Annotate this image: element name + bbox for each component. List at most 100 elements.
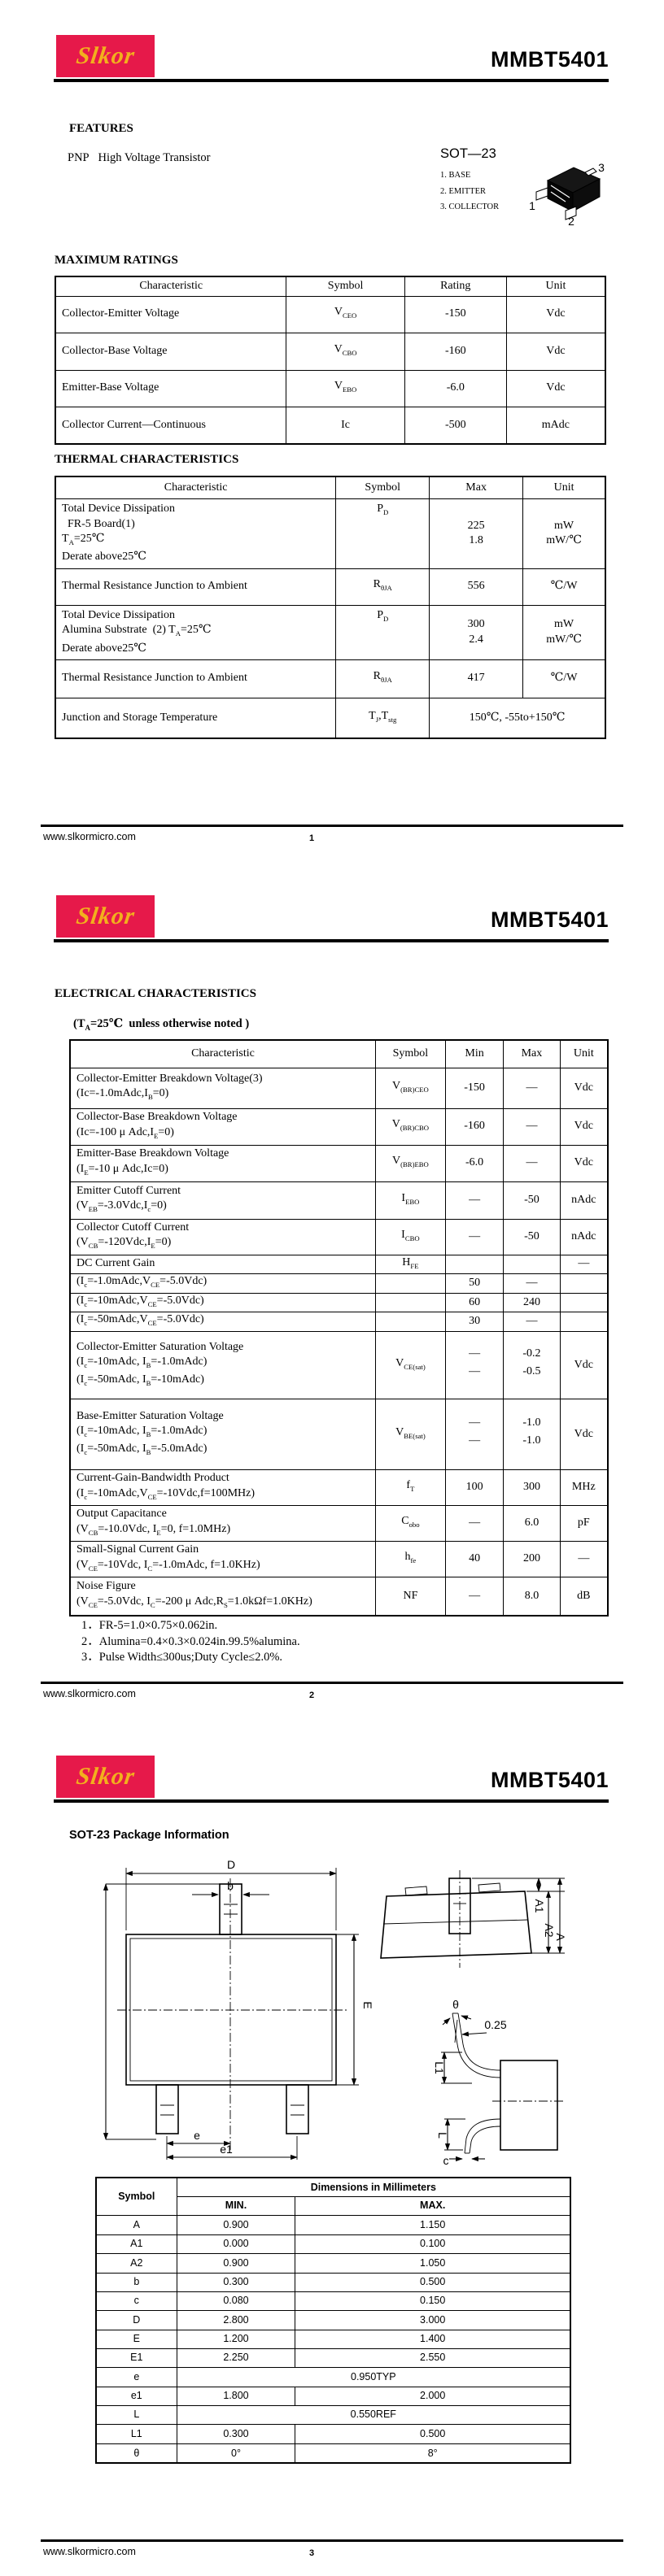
table-cell: A1 (95, 2234, 177, 2254)
table-row: Collector-Base Voltage VCBO -160 Vdc (55, 332, 606, 371)
table-row: A 0.900 1.150 (95, 2214, 571, 2235)
table-cell: (Ic=-50mAdc,VCE=-5.0Vdc) (69, 1312, 376, 1333)
table-cell: RθJA (335, 568, 430, 606)
table-cell: 0.100 (295, 2234, 571, 2254)
table-cell: — (444, 1505, 505, 1543)
table-cell: Symbol (286, 276, 405, 297)
part-number: MMBT5401 (490, 1768, 609, 1792)
table-cell: 50 (444, 1273, 505, 1294)
table-cell: RθJA (335, 659, 430, 698)
dim-label-A: A (554, 1933, 567, 1941)
table-cell: 0.950TYP (176, 2366, 571, 2387)
package-name: SOT—23 (440, 146, 496, 161)
table-cell (559, 1292, 609, 1313)
table-cell: E (95, 2329, 177, 2349)
table-cell: MHz (559, 1469, 609, 1507)
table-cell: ℃/W (522, 568, 606, 606)
table-row: Junction and Storage Temperature TJ,Tstg 1… (55, 697, 606, 739)
thermal-characteristics-table: Characteristic Symbol Max Unit Total Device … (55, 476, 606, 739)
part-number: MMBT5401 (490, 47, 609, 72)
table-cell: -150 (404, 295, 507, 333)
table-cell: 0.300 (176, 2423, 296, 2444)
features-title: FEATURES (69, 122, 133, 135)
table-cell (444, 1254, 505, 1274)
table-cell: Characteristic (69, 1039, 376, 1068)
table-cell: Vdc (559, 1067, 609, 1109)
table-cell: mW mW/℃ (522, 604, 606, 660)
table-row: e 0.950TYP (95, 2366, 571, 2387)
table-row: Emitter-Base Breakdown Voltage (IE=-10 μ … (69, 1144, 609, 1182)
table-cell: Collector-Emitter Breakdown Voltage(3) (I… (69, 1067, 376, 1109)
slkor-logo: Slkor (56, 1756, 155, 1798)
table-cell: 1.050 (295, 2252, 571, 2274)
slkor-logo-text: Slkor (74, 1763, 137, 1790)
table-cell: MAX. (295, 2195, 571, 2216)
table-cell: Total Device Dissipation Alumina Substrat… (55, 604, 337, 660)
dim-label-A1: A1 (533, 1899, 546, 1912)
table-cell: ICBO (374, 1218, 446, 1255)
table-cell: dB (559, 1577, 609, 1617)
table-cell: mAdc (505, 406, 606, 445)
table-cell (374, 1273, 446, 1294)
table-cell: 0.000 (176, 2234, 296, 2254)
table-row: Symbol Dimensions in Millimeters (95, 2177, 571, 2216)
footer-rule (41, 1682, 623, 1684)
table-cell: — (503, 1107, 561, 1146)
table-cell: -0.2 -0.5 (503, 1331, 561, 1400)
table-cell: Vdc (505, 369, 606, 407)
table-row: Emitter Cutoff Current (VEB=-3.0Vdc,Ic=0)… (69, 1181, 609, 1220)
table-cell: Unit (522, 476, 606, 499)
pin-3-label: 3. COLLECTOR (440, 202, 500, 211)
table-cell: 0.900 (176, 2252, 296, 2274)
table-row: Collector-Base Breakdown Voltage (Ic=-100… (69, 1107, 609, 1146)
table-cell: Collector Current—Continuous (55, 406, 287, 445)
table-cell: Output Capacitance (VCB=-10.0Vdc, IE=0, f… (69, 1505, 376, 1543)
table-cell: — (559, 1254, 609, 1274)
table-cell: 6.0 (503, 1505, 561, 1543)
table-cell: Collector-Base Breakdown Voltage (Ic=-100… (69, 1107, 376, 1146)
table-cell: — (503, 1144, 561, 1182)
maximum-ratings-table: Characteristic Symbol Rating Unit Collector-… (55, 276, 606, 445)
table-cell: D (95, 2309, 177, 2330)
table-cell: 0.080 (176, 2291, 296, 2311)
footer-website: www.slkormicro.com (43, 831, 136, 842)
table-cell: Ic (286, 406, 405, 445)
footer-rule (41, 2539, 623, 2542)
table-cell: 1.150 (295, 2214, 571, 2235)
table-row: (Ic=-10mAdc,VCE=-5.0Vdc) 60 240 (69, 1292, 609, 1313)
table-cell: fT (374, 1469, 446, 1507)
table-cell: — (444, 1577, 505, 1617)
table-row: (Ic=-1.0mAdc,VCE=-5.0Vdc) 50— (69, 1273, 609, 1294)
table-cell: -6.0 (444, 1144, 505, 1182)
table-cell: 1.800 (176, 2386, 296, 2406)
dim-label-e1: e1 (220, 2143, 233, 2156)
table-cell: -50 (503, 1181, 561, 1220)
pin-3-number: 3 (598, 161, 605, 174)
table-cell: IEBO (374, 1181, 446, 1220)
table-cell: Vdc (559, 1331, 609, 1400)
table-row: DC Current Gain HFE — (69, 1254, 609, 1274)
footnote-2: 2．Alumina=0.4×0.3×0.024in.99.5%alumina. (81, 1634, 300, 1648)
table-row: Collector Cutoff Current (VCB=-120Vdc,IE=… (69, 1218, 609, 1255)
table-row: θ 0° 8° (95, 2443, 571, 2464)
table-cell: Symbol (95, 2177, 177, 2216)
table-row: Thermal Resistance Junction to Ambient Rθ… (55, 568, 606, 606)
table-row: Collector Current—Continuous Ic -500 mAdc (55, 406, 606, 445)
table-cell: Emitter-Base Voltage (55, 369, 287, 407)
table-row: E 1.200 1.400 (95, 2329, 571, 2349)
table-cell: 0.900 (176, 2214, 296, 2235)
table-cell: Characteristic (55, 476, 337, 499)
table-cell: 300 2.4 (429, 604, 524, 660)
table-cell: -6.0 (404, 369, 507, 407)
table-cell: Junction and Storage Temperature (55, 697, 337, 739)
table-cell: nAdc (559, 1181, 609, 1220)
page-2: Slkor MMBT5401 ELECTRICAL CHARACTERISTIC… (0, 860, 664, 1721)
table-cell: 225 1.8 (429, 498, 524, 569)
table-cell: Vdc (505, 295, 606, 333)
table-cell: hfe (374, 1541, 446, 1578)
slkor-logo: Slkor (56, 35, 155, 77)
pin-2-label: 2. EMITTER (440, 186, 486, 196)
table-cell: Current-Gain-Bandwidth Product (Ic=-10mAd… (69, 1469, 376, 1507)
table-cell: A (95, 2214, 177, 2235)
